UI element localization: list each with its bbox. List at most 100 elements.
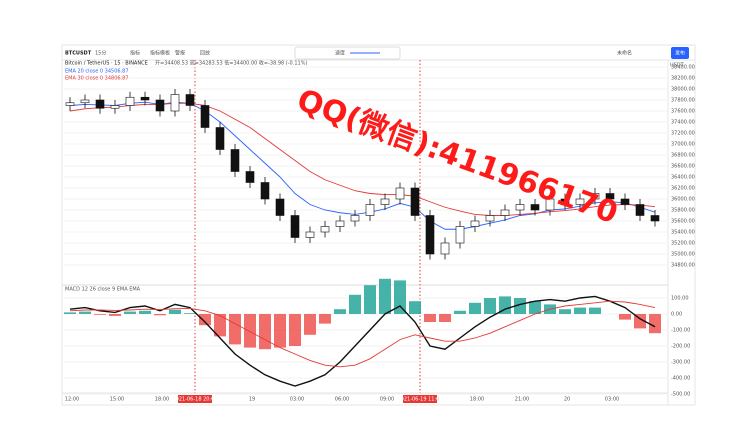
macd-histogram-bar <box>124 311 136 314</box>
crosshair-badge <box>178 395 212 403</box>
replay-button[interactable]: 回放 <box>200 50 210 57</box>
macd-tick-label: -100.00 <box>671 328 690 334</box>
macd-histogram-bar <box>304 314 316 335</box>
time-label: 09:00 <box>380 397 394 403</box>
macd-legend: MACD 12 26 close 9 EMA EMA <box>65 287 141 293</box>
candle-body <box>560 198 570 205</box>
price-tick-label: 35600.00 <box>671 219 695 225</box>
macd-histogram-bar <box>289 314 301 346</box>
macd-tick-label: -200.00 <box>671 344 690 350</box>
legend-entry: EMA 30 close 0 34806.87 <box>65 76 129 82</box>
time-label: 18:00 <box>470 397 484 403</box>
price-tick-label: 38200.00 <box>671 76 695 82</box>
macd-tick-label: -300.00 <box>671 360 690 366</box>
macd-histogram-bar <box>559 309 571 314</box>
macd-histogram-bar <box>184 313 196 314</box>
candle-body <box>170 94 180 112</box>
price-tick-label: 37200.00 <box>671 131 695 137</box>
candle-body <box>485 215 495 222</box>
price-tick-label: 37400.00 <box>671 120 695 126</box>
candle-body <box>395 187 405 200</box>
legend-title: Bitcoin / TetherUS · 15 · BINANCE <box>65 61 148 67</box>
price-tick-label: 36400.00 <box>671 175 695 181</box>
macd-histogram-bar <box>619 314 631 320</box>
candle-body <box>605 193 615 200</box>
publish-label[interactable]: 发布 <box>675 50 685 57</box>
price-tick-label: 36200.00 <box>671 186 695 192</box>
macd-histogram-bar <box>529 301 541 314</box>
candle-body <box>125 96 135 106</box>
currency: USDT <box>670 63 685 69</box>
time-label: 21:00 <box>515 397 529 403</box>
chart-frame <box>61 44 696 406</box>
macd-histogram-bar <box>244 314 256 348</box>
macd-histogram-bar <box>469 302 481 314</box>
macd-histogram-bar <box>64 312 76 314</box>
macd-histogram-bar <box>94 314 106 315</box>
price-tick-label: 38400.00 <box>671 65 695 71</box>
macd-tick-label: 0.00 <box>671 312 682 318</box>
candle-body <box>215 127 225 150</box>
candle-body <box>185 94 195 106</box>
candle-body <box>455 226 465 244</box>
price-tick-label: 35000.00 <box>671 252 695 258</box>
layout-name[interactable]: 未命名 <box>617 50 632 57</box>
candle-body <box>365 204 375 216</box>
interval[interactable]: 15分 <box>95 50 106 57</box>
candle-body <box>575 198 585 205</box>
macd-histogram-bar <box>79 311 91 314</box>
candle-body <box>470 220 480 227</box>
candle-body <box>320 226 330 233</box>
candle-body <box>380 198 390 205</box>
candle-body <box>590 193 600 200</box>
candle-body <box>515 204 525 211</box>
crosshair-label: 2021-06-19 11:00 <box>397 397 442 403</box>
macd-histogram-bar <box>229 314 241 345</box>
price-tick-label: 37800.00 <box>671 98 695 104</box>
candle-body <box>245 171 255 183</box>
price-tick-label: 35800.00 <box>671 208 695 214</box>
ema-line <box>69 101 656 230</box>
candle-body <box>425 215 435 255</box>
candle-body <box>260 182 270 200</box>
price-tick-label: 35200.00 <box>671 241 695 247</box>
time-label: 19 <box>249 397 255 403</box>
macd-histogram-bar <box>634 314 646 329</box>
legend-entry: EMA 20 close 0 34506.87 <box>65 69 129 75</box>
publish-button[interactable] <box>671 47 689 59</box>
macd-histogram-bar <box>484 298 496 314</box>
macd-histogram-bar <box>454 310 466 314</box>
macd-histogram-bar <box>439 314 451 322</box>
candle-body <box>620 198 630 205</box>
macd-histogram-bar <box>319 314 331 324</box>
macd-histogram-bar <box>334 309 346 314</box>
macd-histogram-bar <box>169 309 181 314</box>
legend-ohlc: 开=34408.53 高=34283.53 低=34400.00 收=-38.9… <box>155 60 307 67</box>
candle-body <box>110 105 120 109</box>
templates-button[interactable]: 指标模板 <box>150 50 170 57</box>
candle-body <box>650 215 660 222</box>
candle-body <box>500 209 510 216</box>
time-label: 06:00 <box>335 397 349 403</box>
price-tick-label: 34800.00 <box>671 263 695 269</box>
candle-body <box>95 99 105 109</box>
candle-body <box>200 105 210 128</box>
candle-body <box>65 102 75 106</box>
time-label: 18:00 <box>155 397 169 403</box>
macd-histogram-bar <box>199 314 211 326</box>
candle-body <box>350 215 360 222</box>
indicators-button[interactable]: 指标 <box>130 50 140 57</box>
macd-histogram-bar <box>589 307 601 314</box>
speed-label[interactable]: 速度 <box>335 50 345 57</box>
candle-body <box>410 187 420 216</box>
time-label: 20 <box>564 397 570 403</box>
crosshair-badge <box>403 395 437 403</box>
candle-body <box>275 198 285 216</box>
candle-body <box>80 99 90 104</box>
signal-line <box>69 300 656 368</box>
symbol[interactable]: BTCUSDT <box>65 51 92 57</box>
macd-histogram-bar <box>214 314 226 337</box>
alert-button[interactable]: 警报 <box>175 50 185 57</box>
time-label: 03:00 <box>605 397 619 403</box>
